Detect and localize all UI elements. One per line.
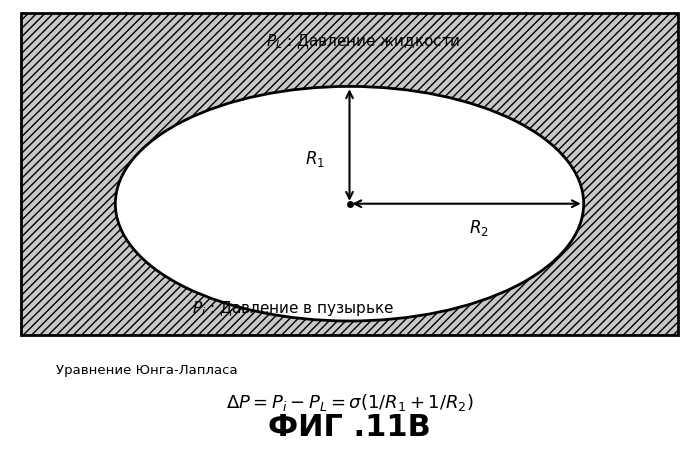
Text: $R_2$: $R_2$ — [469, 218, 489, 238]
Text: ФИГ .11В: ФИГ .11В — [268, 412, 431, 441]
Text: Уравнение Юнга-Лапласа: Уравнение Юнга-Лапласа — [56, 363, 238, 376]
Text: $P_L$ : Давление жидкости: $P_L$ : Давление жидкости — [266, 32, 460, 50]
Bar — [21, 14, 678, 335]
Text: $P_i$ : Давление в пузырьке: $P_i$ : Давление в пузырьке — [192, 298, 395, 317]
Ellipse shape — [115, 87, 584, 321]
Text: $R_1$: $R_1$ — [305, 148, 325, 168]
Text: $\Delta P=P_i-P_L=\sigma(1/R_1+1/R_2)$: $\Delta P=P_i-P_L=\sigma(1/R_1+1/R_2)$ — [226, 391, 473, 412]
